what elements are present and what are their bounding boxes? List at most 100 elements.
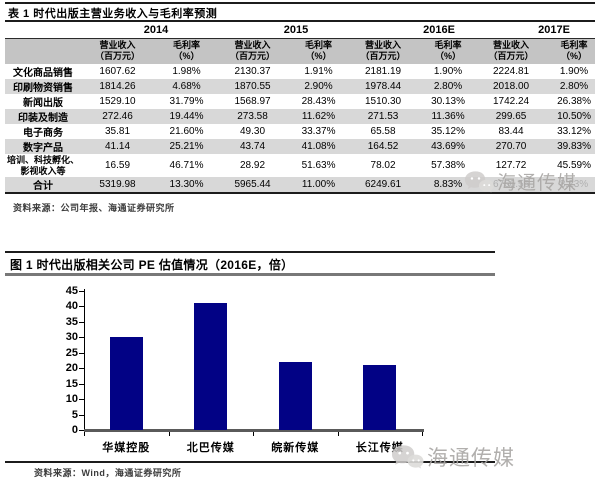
table-cell: 1.98% [172,66,201,77]
table-cell: 164.52 [367,141,399,152]
y-axis-label: 15 [65,377,78,390]
x-tick [168,431,170,436]
wechat-logo-icon [464,170,494,192]
table-cell: 43.74 [240,141,266,152]
figure-title: 图 1 时代出版相关公司 PE 估值情况（2016E，倍） [10,258,294,272]
x-tick [337,431,339,436]
table-cell: 127.72 [495,160,527,171]
table-cell: 1.90% [433,66,463,77]
subheader-margin: 毛利率 （%） [286,38,352,64]
y-tick [79,399,84,401]
y-tick [79,352,84,354]
table-cell: 270.70 [495,141,527,152]
y-axis-label: 25 [65,346,78,359]
y-tick [79,321,84,323]
y-tick [79,430,84,431]
figure-top-rule [5,251,495,253]
y-tick [79,414,84,416]
table-title-rule [5,20,595,22]
x-tick [84,431,85,436]
y-axis-label: 20 [65,362,78,375]
table-cell: 5319.98 [99,179,136,190]
year-header: 2015 [283,24,309,37]
subheader-revenue: 营业收入 （百万元） [219,38,287,64]
table-cell: 2130.37 [234,66,271,77]
table-cell: 299.65 [495,111,527,122]
table-cell: 2181.19 [364,66,402,77]
y-tick [79,306,84,308]
table-cell: 4.68% [172,81,201,92]
year-header: 2014 [143,24,169,37]
table-bottom-rule [5,192,595,194]
table-row: 印刷物资销售 1814.26 4.68% 1870.55 2.90% 1978.44 2.8… [5,79,596,94]
y-axis-label: 10 [65,393,78,406]
table-cell: 19.44% [169,111,204,122]
table-cell: 272.46 [102,111,133,122]
table-row: 电子商务 35.81 21.60% 49.30 33.37% 65.58 35.12% 83.… [5,124,595,139]
table-cell: 46.71% [169,160,204,171]
table-cell: 2.80% [559,81,589,92]
table-cell: 31.79% [169,96,204,107]
table-cell: 1742.24 [492,96,530,107]
row-label: 电子商务 [23,128,63,139]
table-cell: 26.38% [557,96,591,107]
figure-bottom-rule [5,461,495,463]
x-axis-line [84,428,424,432]
table-cell: 39.83% [557,141,591,152]
subheader-margin: 毛利率 （%） [154,38,220,64]
category-label: 皖新传媒 [271,442,320,454]
subheader-margin: 毛利率 （%） [541,38,596,64]
table-cell: 16.59 [104,160,131,171]
y-tick [79,337,84,339]
table-cell: 11.36% [431,111,465,122]
table-cell: 30.13% [431,96,465,107]
y-axis-label: 45 [65,285,78,297]
x-tick [422,431,423,436]
y-axis-label: 30 [65,331,78,344]
table-cell: 25.21% [169,141,204,152]
table-cell: 33.37% [301,126,336,137]
x-tick [253,431,254,436]
table-cell: 8.83% [433,179,463,190]
figure-source: 资料来源：Wind，海通证券研究所 [34,468,182,478]
table-cell: 35.81 [104,126,131,137]
y-axis-line [84,289,85,432]
table-cell: 1568.97 [234,96,271,107]
row-label: 文化商品销售 [13,68,73,79]
table-title: 表 1 时代出版主营业务收入与毛利率预测 [8,8,218,20]
bar [363,365,397,430]
y-axis-label: 35 [65,315,78,328]
table-cell: 5965.44 [234,179,271,190]
watermark-text: 海通传媒 [427,447,515,470]
table-cell: 51.63% [301,160,336,171]
bar [194,303,228,430]
watermark-text: 海通传媒 [497,173,578,194]
table-row: 数字产品 41.14 25.21% 43.74 41.08% 164.52 43.69% 27… [5,139,596,154]
category-label: 华媒控股 [102,442,151,454]
table-cell: 2.80% [433,81,463,92]
row-label: 合计 [33,181,53,192]
row-label: 数字产品 [23,143,63,154]
table-row: 印装及制造 272.46 19.44% 273.58 11.62% 271.53 11.36… [5,109,596,124]
table-cell: 271.53 [367,111,399,122]
table-cell: 83.44 [498,126,524,137]
subheader-revenue: 营业收入 （百万元） [351,38,416,64]
table-cell: 78.02 [370,160,396,171]
table-cell: 6766.56 [492,179,530,190]
y-axis-label: 40 [65,300,78,313]
row-label: 印装及制造 [18,113,68,124]
bar [278,362,312,430]
table-cell: 57.38% [431,160,465,171]
table-cell: 35.12% [431,126,465,137]
subheader-revenue: 营业收入 （百万元） [81,38,154,64]
table-row: 培训、科技孵化、影视收入等 16.59 46.71% 28.92 51.63% 78.02… [5,154,595,177]
table-cell: 6249.61 [364,179,402,190]
table-cell: 11.00% [301,179,336,190]
revenue-margin-table: 2014 2015 2016E 2017E 营业收入 （百万元） 毛利率 （%） 营业收入 （百万… [5,23,596,192]
row-label: 印刷物资销售 [13,83,73,94]
page-top-rule [5,2,595,4]
table-cell: 41.14 [104,141,131,152]
table-cell: 28.92 [240,160,266,171]
table-cell: 1814.26 [99,81,136,92]
